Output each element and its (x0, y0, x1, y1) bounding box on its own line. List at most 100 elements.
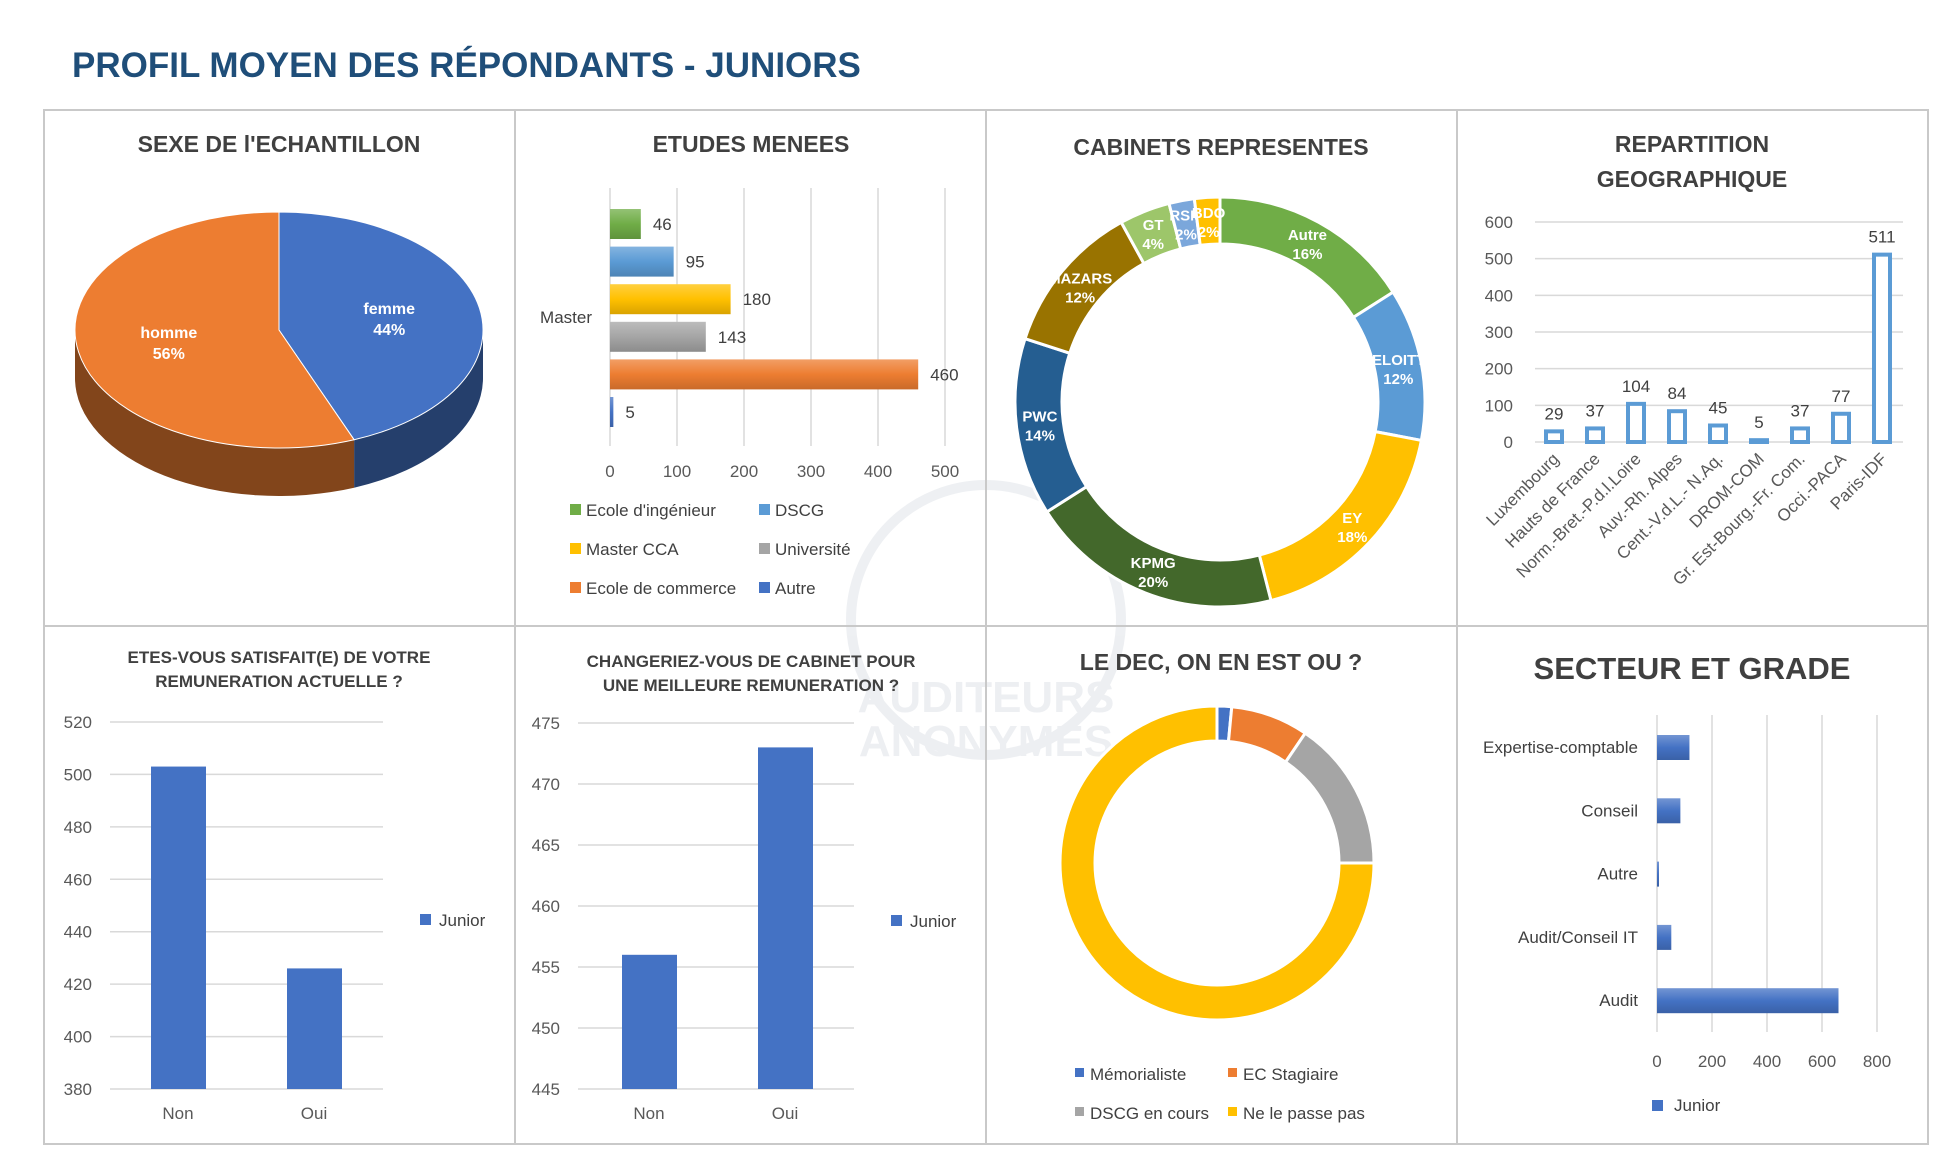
bar-Audit (1657, 988, 1839, 1014)
y-tick-label: 480 (64, 818, 92, 837)
data-label: 84 (1668, 384, 1687, 403)
y-tick-label: 400 (64, 1028, 92, 1047)
y-category-label: Conseil (1581, 801, 1638, 820)
bar-Gr. Est-Bourg.-Fr. Com. (1790, 426, 1810, 444)
data-label: 46 (653, 215, 672, 234)
y-tick-label: 100 (1485, 396, 1513, 415)
chart-title-etudes: ETUDES MENEES (653, 131, 850, 157)
bar-Luxembourg (1544, 429, 1564, 445)
data-label: 143 (718, 328, 746, 347)
cabinets-label-DELOITTE: DELOITTE (1361, 352, 1435, 369)
bar-Ecole d'ingénieur (610, 209, 641, 239)
data-label: 180 (743, 290, 771, 309)
y-tick-label: 420 (64, 975, 92, 994)
category-label: Master (540, 308, 592, 327)
cabinets-label-PWC: PWC (1022, 409, 1057, 426)
legend-swatch (1075, 1068, 1084, 1077)
panel-grid (43, 109, 1929, 1145)
legend-swatch (570, 504, 581, 515)
data-label: 5 (625, 403, 634, 422)
cabinets-label-Autre: Autre (1288, 227, 1327, 244)
y-tick-label: 475 (532, 714, 560, 733)
legend-swatch (759, 543, 770, 554)
y-tick-label: 470 (532, 775, 560, 794)
y-tick-label: 440 (64, 923, 92, 942)
data-label: 511 (1868, 228, 1895, 247)
y-tick-label: 460 (64, 870, 92, 889)
x-tick-label: 0 (605, 462, 614, 481)
data-label: 29 (1545, 404, 1564, 423)
x-category-label: Non (162, 1104, 193, 1123)
pie-slice-femme (278, 211, 484, 441)
legend-label: Autre (775, 579, 816, 598)
cabinets-slice-EY (1257, 429, 1424, 603)
bar-Paris-IDF (1872, 252, 1892, 444)
y-tick-label: 445 (532, 1080, 560, 1099)
y-tick-label: 200 (1485, 360, 1513, 379)
y-tick-label: 600 (1485, 213, 1513, 232)
pie-label-femme: femme (363, 301, 415, 318)
chart-title-secteur: SECTEUR ET GRADE (1534, 651, 1851, 686)
y-category-label: Audit (1599, 991, 1638, 1010)
legend-label: Mémorialiste (1090, 1065, 1186, 1084)
pie-side-homme (75, 330, 355, 496)
cabinets-slice-MAZARS (1023, 220, 1146, 356)
changer-bar-Oui (758, 747, 813, 1089)
legend-swatch (1652, 1100, 1663, 1111)
bar-Norm.-Bret.-P.d.l.Loire (1626, 401, 1646, 445)
legend-label: DSCG en cours (1090, 1104, 1209, 1123)
data-label: 95 (686, 253, 705, 272)
legend-label: Master CCA (586, 540, 679, 559)
legend-label: Université (775, 540, 851, 559)
chart-title-cabinets: CABINETS REPRESENTES (1073, 134, 1368, 160)
data-label: 37 (1791, 401, 1810, 420)
x-tick-label: 0 (1652, 1052, 1661, 1071)
chart-title-changer-2: UNE MEILLEURE REMUNERATION ? (603, 676, 899, 695)
y-tick-label: 460 (532, 897, 560, 916)
bar-DSCG (610, 246, 674, 277)
bar-Ecole de commerce (610, 359, 919, 390)
pie-pct-homme: 56% (153, 346, 185, 363)
bar-Master CCA (610, 284, 731, 315)
data-label: 104 (1622, 377, 1650, 396)
x-category-label: Non (633, 1104, 664, 1123)
chart-title-changer-1: CHANGERIEZ-VOUS DE CABINET POUR (587, 652, 916, 671)
chart-title-satisfait-2: REMUNERATION ACTUELLE ? (155, 672, 402, 691)
data-label: 45 (1709, 399, 1728, 418)
legend-swatch (1228, 1107, 1237, 1116)
x-tick-label: 300 (797, 462, 825, 481)
legend-swatch (891, 915, 902, 926)
bar-Hauts de France (1585, 426, 1605, 444)
y-tick-label: 0 (1504, 433, 1513, 452)
y-tick-label: 450 (532, 1019, 560, 1038)
x-category-label: Oui (301, 1104, 327, 1123)
cabinets-pct-DELOITTE: 12% (1383, 371, 1413, 388)
bar-Autre (610, 397, 614, 427)
y-tick-label: 380 (64, 1080, 92, 1099)
dec-slice-Ne le passe pas (1058, 704, 1376, 1022)
legend-swatch (759, 504, 770, 515)
bar-Autre (1657, 861, 1659, 887)
legend-swatch (1228, 1068, 1237, 1077)
data-label: 5 (1754, 413, 1763, 432)
pie-side-femme (354, 330, 483, 488)
cabinets-slice-BDO (1192, 195, 1222, 247)
legend-swatch (1075, 1107, 1084, 1116)
cabinets-label-RSM: RSM (1169, 208, 1202, 225)
cabinets-pct-RSM: 2% (1175, 227, 1197, 244)
y-tick-label: 520 (64, 713, 92, 732)
bar-DROM-COM (1749, 438, 1769, 444)
chart-title-dec: LE DEC, ON EN EST OU ? (1080, 649, 1362, 675)
y-tick-label: 500 (1485, 250, 1513, 269)
y-tick-label: 300 (1485, 323, 1513, 342)
legend-swatch (570, 543, 581, 554)
changer-bar-Non (622, 954, 677, 1089)
x-tick-label: 400 (864, 462, 892, 481)
pie-pct-femme: 44% (373, 322, 405, 339)
cabinets-label-GT: GT (1143, 217, 1164, 234)
x-tick-label: 200 (1698, 1052, 1726, 1071)
legend-swatch (759, 582, 770, 593)
data-label: 460 (930, 365, 958, 384)
x-tick-label: 100 (663, 462, 691, 481)
legend-swatch (570, 582, 581, 593)
